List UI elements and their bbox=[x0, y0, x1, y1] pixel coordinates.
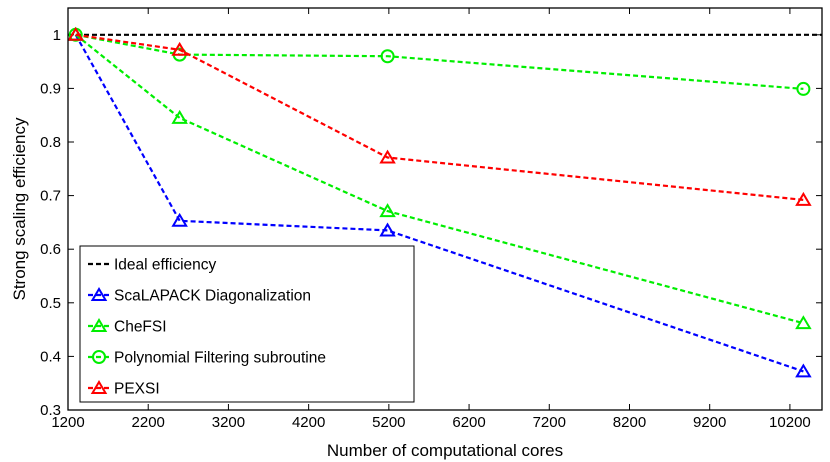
x-tick-label: 1200 bbox=[51, 414, 84, 431]
legend-label-pexsi: PEXSI bbox=[114, 381, 160, 398]
legend-label-polynomial-filtering-subroutine: Polynomial Filtering subroutine bbox=[114, 350, 326, 367]
legend-box bbox=[79, 245, 415, 403]
y-tick-label: 0.3 bbox=[40, 402, 61, 419]
x-tick-label: 7200 bbox=[533, 414, 566, 431]
data-point-chefsi bbox=[795, 315, 812, 330]
legend-marker-scalapack-diagonalization bbox=[90, 287, 108, 301]
x-tick-label: 9200 bbox=[693, 414, 726, 431]
data-point-polynomial-filtering-subroutine bbox=[380, 49, 395, 64]
x-axis-label: Number of computational cores bbox=[327, 441, 563, 460]
data-point-scalapack-diagonalization bbox=[795, 363, 812, 378]
x-tick-label: 2200 bbox=[132, 414, 165, 431]
data-point-scalapack-diagonalization bbox=[379, 222, 396, 237]
y-tick-label: 0.8 bbox=[40, 134, 61, 151]
y-tick-label: 0.5 bbox=[40, 295, 61, 312]
y-tick-label: 0.7 bbox=[40, 188, 61, 205]
series-line-scalapack-diagonalization bbox=[74, 34, 804, 373]
x-tick-label: 3200 bbox=[212, 414, 245, 431]
y-tick-label: 1 bbox=[53, 27, 61, 44]
series-line-pexsi bbox=[75, 33, 804, 201]
legend-marker-polynomial-filtering-subroutine bbox=[92, 350, 106, 364]
data-point-chefsi bbox=[171, 109, 188, 124]
series-line-polynomial-filtering-subroutine bbox=[75, 33, 804, 90]
legend-marker-pexsi bbox=[90, 380, 108, 394]
legend-label-chefsi: CheFSI bbox=[114, 319, 167, 336]
data-point-chefsi bbox=[379, 203, 396, 218]
series-polynomial-filtering-subroutine bbox=[68, 27, 811, 96]
series-pexsi bbox=[67, 26, 812, 206]
y-tick-label: 0.4 bbox=[40, 348, 61, 365]
x-tick-label: 4200 bbox=[292, 414, 325, 431]
data-point-pexsi bbox=[67, 26, 84, 41]
data-point-polynomial-filtering-subroutine bbox=[796, 81, 811, 96]
x-tick-label: 5200 bbox=[372, 414, 405, 431]
legend-marker-chefsi bbox=[90, 318, 108, 332]
data-point-scalapack-diagonalization bbox=[171, 212, 188, 227]
series-line-chefsi bbox=[75, 33, 804, 325]
legend-label-ideal-efficiency: Ideal efficiency bbox=[114, 257, 216, 274]
y-tick-label: 0.6 bbox=[40, 241, 61, 258]
x-tick-label: 8200 bbox=[613, 414, 646, 431]
x-tick-label: 10200 bbox=[769, 414, 811, 431]
x-tick-label: 6200 bbox=[452, 414, 485, 431]
data-point-pexsi bbox=[379, 149, 396, 164]
y-axis-label: Strong scaling efficiency bbox=[10, 117, 29, 301]
y-tick-label: 0.9 bbox=[40, 80, 61, 97]
data-point-pexsi bbox=[795, 191, 812, 206]
legend-label-scalapack-diagonalization: ScaLAPACK Diagonalization bbox=[114, 288, 311, 305]
legend: Ideal efficiency ScaLAPACK Diagonalizatio… bbox=[79, 245, 415, 403]
plot-frame bbox=[67, 7, 823, 411]
data-point-pexsi bbox=[171, 41, 188, 56]
